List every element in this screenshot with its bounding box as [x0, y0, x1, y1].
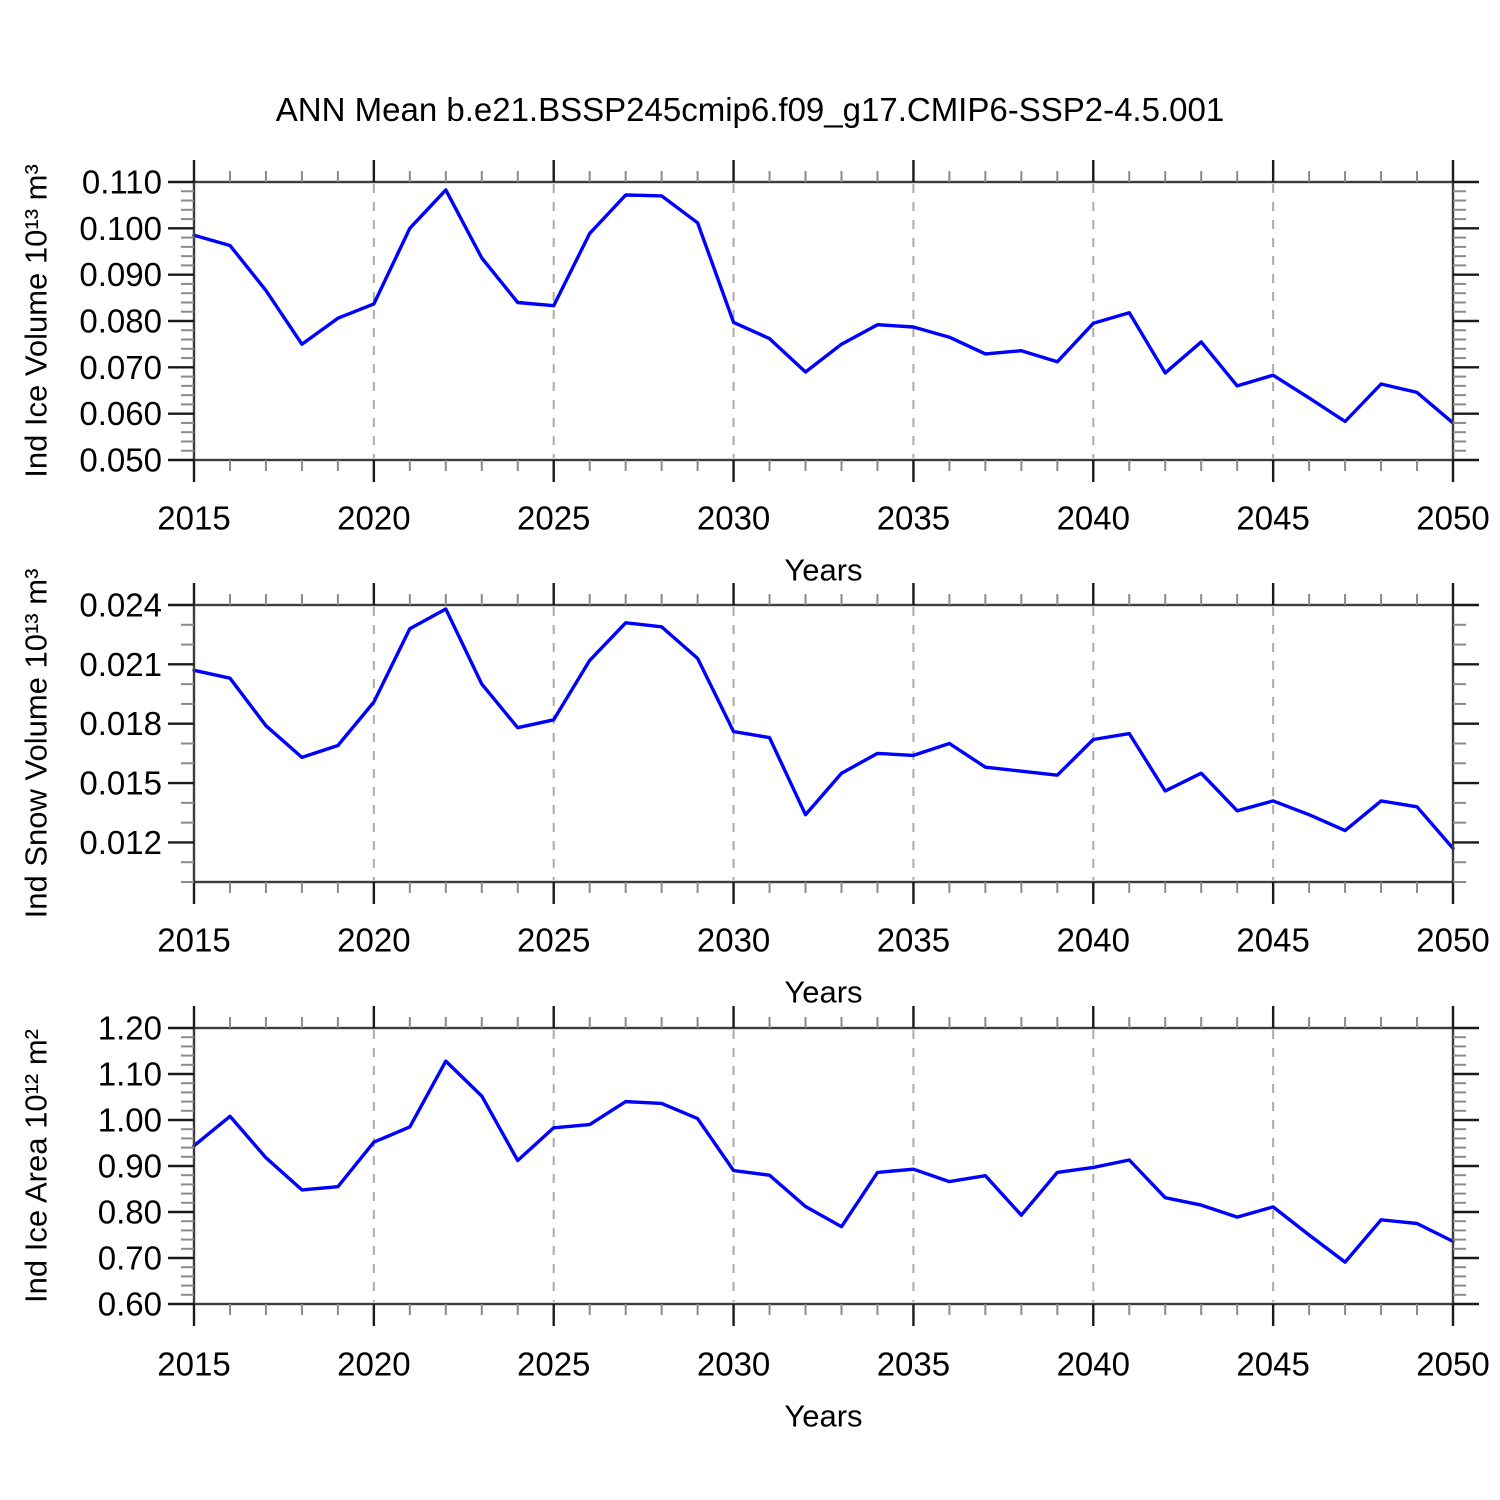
x-tick-label: 2040 — [1057, 500, 1130, 537]
x-tick-label: 2015 — [157, 922, 230, 959]
y-tick-label: 0.021 — [79, 646, 162, 683]
y-tick-label: 0.012 — [79, 824, 162, 861]
x-tick-label: 2045 — [1236, 922, 1309, 959]
y-tick-label: 0.060 — [79, 395, 162, 432]
y-tick-label: 0.080 — [79, 303, 162, 340]
y-axis-title: Ind Ice Volume 10¹³ m³ — [19, 164, 54, 478]
y-tick-label: 0.70 — [98, 1240, 162, 1277]
x-tick-label: 2045 — [1236, 1346, 1309, 1383]
chart-title: ANN Mean b.e21.BSSP245cmip6.f09_g17.CMIP… — [275, 91, 1225, 128]
x-tick-label: 2050 — [1416, 922, 1489, 959]
x-tick-label: 2025 — [517, 500, 590, 537]
ind-ice-volume-line — [192, 188, 1455, 425]
y-axis-title: Ind Ice Area 10¹² m² — [19, 1029, 54, 1303]
x-tick-label: 2020 — [337, 922, 410, 959]
y-tick-label: 0.110 — [82, 164, 162, 201]
x-tick-label: 2020 — [337, 500, 410, 537]
x-tick-label: 2015 — [157, 1346, 230, 1383]
plot-frame — [192, 1026, 1455, 1306]
y-tick-label: 0.90 — [98, 1148, 162, 1185]
x-tick-label: 2050 — [1416, 1346, 1489, 1383]
panel-ind-snow-volume: 0.024 0.021 0.018 0.015 0.012 2015 2020 2025 203… — [19, 569, 1490, 1010]
x-tick-label: 2040 — [1057, 922, 1130, 959]
y-tick-label: 0.070 — [79, 349, 162, 386]
x-tick-label: 2030 — [697, 922, 770, 959]
x-tick-label: 2035 — [877, 500, 950, 537]
y-tick-label: 0.60 — [98, 1286, 162, 1323]
y-tick-label: 0.050 — [79, 442, 162, 479]
y-tick-label: 1.10 — [98, 1056, 162, 1093]
ind-snow-volume-line — [192, 607, 1455, 851]
panel-ind-ice-area: 1.20 1.10 1.00 0.90 0.80 0.70 0.60 2015 2020 2025… — [19, 1006, 1490, 1434]
y-tick-label: 0.090 — [79, 256, 162, 293]
x-tick-label: 2050 — [1416, 500, 1489, 537]
x-tick-label: 2040 — [1057, 1346, 1130, 1383]
x-tick-label: 2025 — [517, 922, 590, 959]
y-tick-label: 0.80 — [98, 1194, 162, 1231]
y-axis-title: Ind Snow Volume 10¹³ m³ — [19, 569, 54, 919]
y-tick-label: 0.024 — [79, 587, 162, 624]
x-tick-label: 2035 — [877, 1346, 950, 1383]
plot-frame — [192, 180, 1455, 462]
y-tick-label: 1.20 — [98, 1010, 162, 1047]
x-axis-title: Years — [784, 553, 862, 588]
panel-ind-ice-volume: 0.110 0.100 0.090 0.080 0.070 0.060 0.050 2015 2… — [19, 160, 1490, 588]
x-tick-label: 2030 — [697, 1346, 770, 1383]
ind-ice-area-line — [192, 1059, 1455, 1264]
y-tick-label: 0.018 — [79, 705, 162, 742]
y-tick-label: 0.100 — [79, 210, 162, 247]
y-tick-label: 0.015 — [79, 765, 162, 802]
x-tick-label: 2030 — [697, 500, 770, 537]
y-tick-label: 1.00 — [98, 1102, 162, 1139]
x-tick-label: 2035 — [877, 922, 950, 959]
x-axis-title: Years — [784, 1399, 862, 1434]
x-tick-label: 2020 — [337, 1346, 410, 1383]
x-tick-label: 2015 — [157, 500, 230, 537]
x-tick-label: 2045 — [1236, 500, 1309, 537]
plot-frame — [192, 603, 1455, 884]
x-tick-label: 2025 — [517, 1346, 590, 1383]
x-axis-title: Years — [784, 975, 862, 1010]
